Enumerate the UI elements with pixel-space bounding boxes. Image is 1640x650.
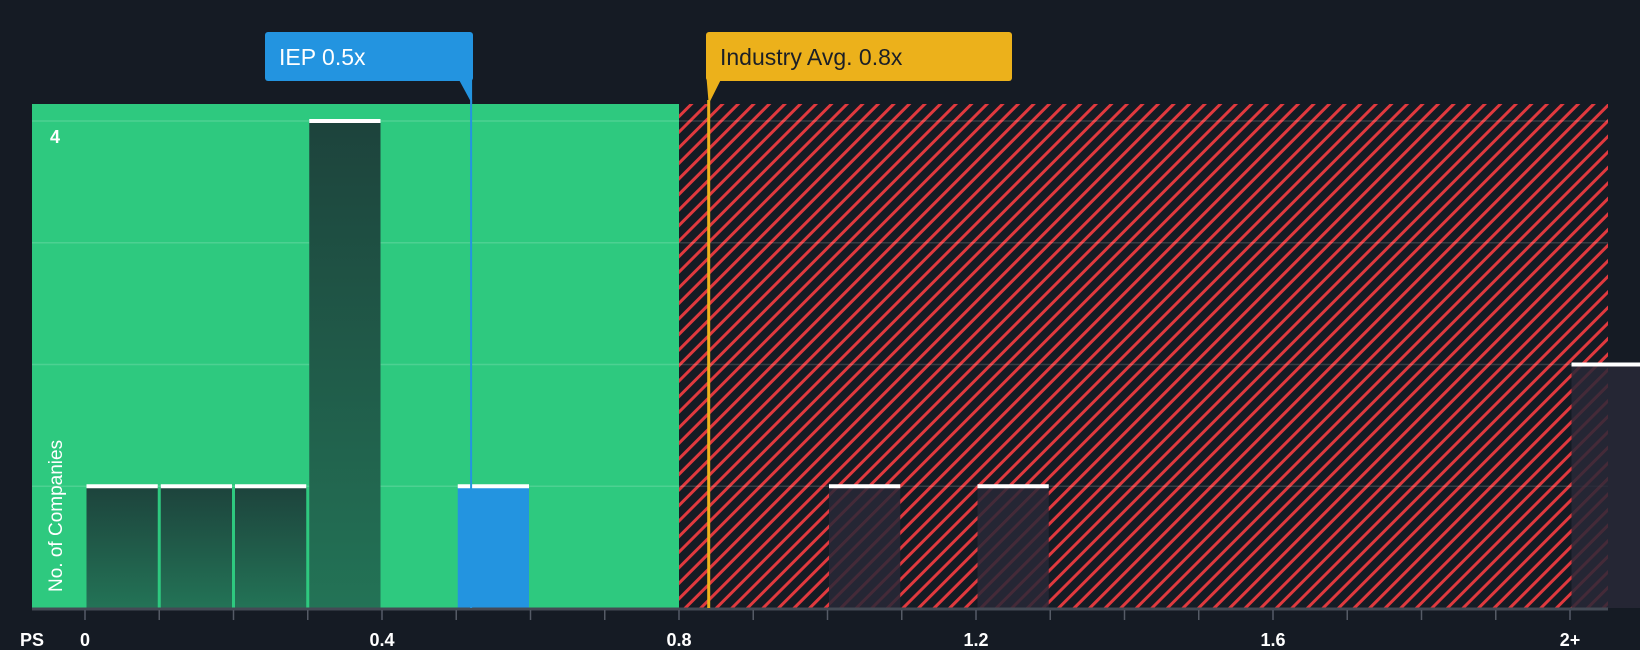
company-marker: IEP 0.5x <box>265 32 473 608</box>
callout-pointer <box>459 80 473 104</box>
histogram-bar <box>160 484 232 608</box>
bar-body <box>829 486 901 608</box>
bar-cap <box>457 484 529 489</box>
bar-body <box>309 121 381 608</box>
histogram-bar <box>235 484 307 608</box>
callout-box <box>706 32 1012 81</box>
x-tick-label: 2+ <box>1560 630 1581 650</box>
bar-cap <box>1571 362 1640 367</box>
x-tick-label: 1.6 <box>1260 630 1285 650</box>
histogram-bar <box>86 484 158 608</box>
histogram-bar <box>977 484 1049 608</box>
bar-body <box>977 486 1049 608</box>
bar-cap <box>309 119 381 123</box>
callout-pointer <box>706 80 721 104</box>
bar-cap <box>235 484 307 489</box>
x-tick-label: 1.2 <box>963 630 988 650</box>
bar-body <box>160 486 232 608</box>
y-tick-4: 4 <box>50 127 60 147</box>
histogram-bar <box>309 119 381 608</box>
callout-label: Industry Avg. 0.8x <box>720 44 903 70</box>
bar-cap <box>977 484 1049 489</box>
bar-cap <box>86 484 158 489</box>
bar-cap <box>160 484 232 489</box>
bar-body <box>86 486 158 608</box>
x-tick-label: 0.8 <box>666 630 691 650</box>
bar-body <box>457 486 529 608</box>
x-tick-label: 0 <box>80 630 90 650</box>
histogram-bar <box>457 484 529 608</box>
bar-body <box>235 486 307 608</box>
industry-average-marker: Industry Avg. 0.8x <box>706 32 1012 608</box>
x-tick-label: 0.4 <box>369 630 394 650</box>
overvalued-zone <box>679 104 1608 608</box>
x-axis-label: PS <box>20 630 44 650</box>
bar-body <box>1571 364 1640 608</box>
callout-box <box>265 32 473 81</box>
callout-label: IEP 0.5x <box>279 44 366 70</box>
y-axis-label: No. of Companies <box>46 440 67 592</box>
histogram-bar <box>1571 362 1640 608</box>
bar-cap <box>829 484 901 489</box>
histogram-bar <box>829 484 901 608</box>
